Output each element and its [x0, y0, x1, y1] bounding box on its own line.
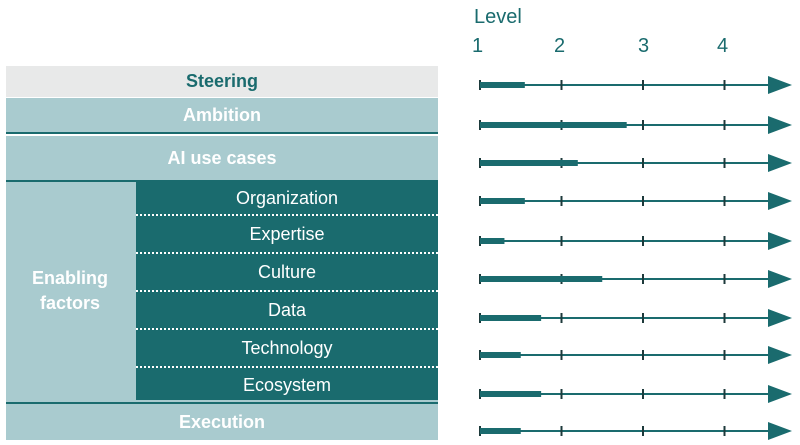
enabling-label-line1: Enabling — [32, 268, 108, 288]
level-tick-label-4: 4 — [717, 35, 729, 57]
arrowhead-icon — [768, 385, 792, 403]
arrowhead-icon — [768, 192, 792, 210]
level-bar-organization — [480, 198, 525, 204]
dotted-divider — [136, 290, 438, 292]
sub-factor-label: Technology — [241, 337, 333, 358]
level-bar-expertise — [480, 238, 505, 244]
sub-factor-organization: Organization — [136, 182, 438, 214]
enabling-factors-label: Enabling factors — [6, 182, 134, 400]
level-tick-label-3: 3 — [638, 35, 650, 57]
arrowhead-icon — [768, 422, 792, 440]
arrowhead-icon — [768, 309, 792, 327]
arrowhead-icon — [768, 232, 792, 250]
steering-row: Steering — [6, 66, 438, 97]
steering-label: Steering — [185, 71, 259, 91]
level-tick-label-1: 1 — [472, 35, 484, 57]
arrowhead-icon — [768, 346, 792, 364]
level-bar-culture — [480, 276, 603, 282]
level-bar-technology — [480, 352, 521, 358]
level-bar-execution — [480, 428, 521, 434]
execution-row: Execution — [6, 402, 438, 440]
level-title: Level — [474, 6, 522, 28]
sub-factor-label: Culture — [257, 261, 317, 282]
arrowhead-icon — [768, 270, 792, 288]
dotted-divider — [136, 252, 438, 254]
dotted-divider — [136, 214, 438, 216]
dotted-divider — [136, 328, 438, 330]
sub-factor-label: Ecosystem — [242, 374, 332, 395]
level-bar-ambition — [480, 122, 627, 128]
sub-factor-label: Expertise — [249, 223, 325, 244]
sub-factor-expertise: Expertise — [136, 216, 438, 252]
arrowhead-icon — [768, 154, 792, 172]
level-bar-steering — [480, 82, 525, 88]
level-bar-data — [480, 315, 542, 321]
ambition-label: Ambition — [183, 104, 261, 125]
arrowhead-icon — [768, 76, 792, 94]
arrowhead-icon — [768, 116, 792, 134]
sub-factor-technology: Technology — [136, 330, 438, 366]
sub-factor-label: Organization — [235, 187, 339, 208]
level-bar-ecosystem — [480, 391, 542, 397]
sub-factor-culture: Culture — [136, 254, 438, 290]
level-bar-ai-use-cases — [480, 160, 578, 166]
dotted-divider — [136, 366, 438, 368]
ai-use-cases-label: AI use cases — [167, 147, 277, 168]
execution-label: Execution — [178, 411, 266, 432]
enabling-label-line2: factors — [39, 293, 101, 313]
sub-factor-label: Data — [267, 299, 307, 320]
ai-use-cases-row: AI use cases — [6, 136, 438, 180]
level-tick-label-2: 2 — [554, 35, 566, 57]
ambition-row: Ambition — [6, 98, 438, 134]
sub-factor-data: Data — [136, 292, 438, 328]
sub-factor-ecosystem: Ecosystem — [136, 368, 438, 402]
